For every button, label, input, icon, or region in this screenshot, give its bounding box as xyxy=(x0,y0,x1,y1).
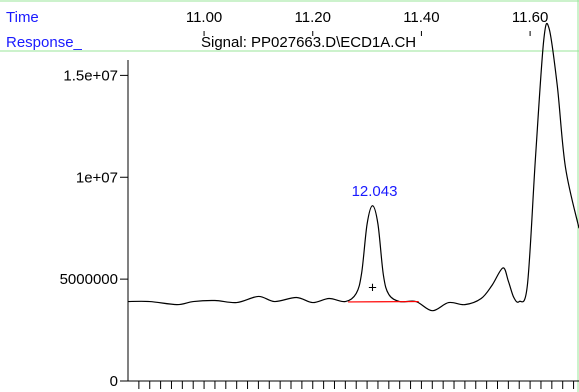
x-tick-label: 11.40 xyxy=(403,9,439,26)
x-tick-label: 11.00 xyxy=(186,9,222,26)
plot-area: 12.043 + xyxy=(127,22,579,312)
peak-label: 12.043 xyxy=(352,183,398,200)
y-tick-label: 1e+07 xyxy=(76,169,118,186)
x-axis-minor-ticks xyxy=(138,381,575,389)
y-tick-label: 1.5e+07 xyxy=(63,67,118,84)
signal-title: Signal: PP027663.D\ECD1A.CH xyxy=(201,34,416,51)
peak-marker: + xyxy=(368,279,377,296)
y-axis-ticks: 0 5000000 1e+07 1.5e+07 xyxy=(60,67,128,390)
signal-trace xyxy=(127,22,579,312)
time-label: Time xyxy=(6,9,39,26)
x-tick-label: 11.20 xyxy=(295,9,331,26)
response-label: Response_ xyxy=(6,34,83,51)
x-tick-label: 11.60 xyxy=(512,9,548,26)
y-tick-label: 5000000 xyxy=(60,271,118,288)
y-tick-label: 0 xyxy=(110,373,118,390)
x-axis-ticks: 11.00 11.20 11.40 11.60 xyxy=(186,9,548,36)
